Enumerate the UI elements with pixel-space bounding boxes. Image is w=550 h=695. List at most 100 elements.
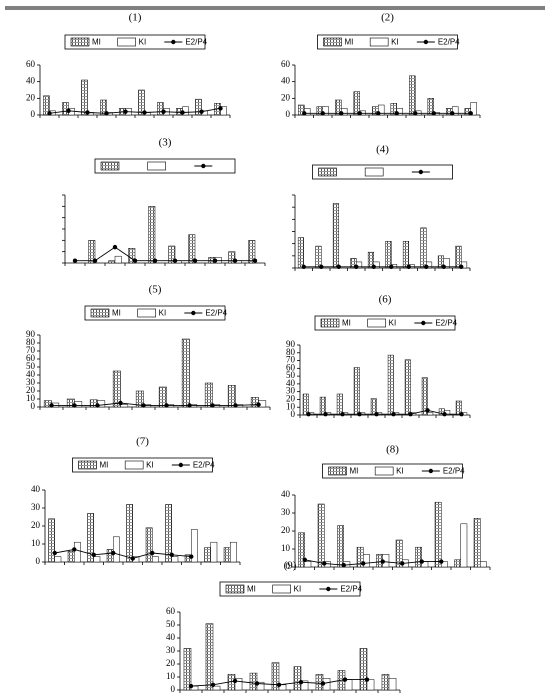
legend-swatch <box>272 584 291 594</box>
e2p4-point <box>357 412 362 417</box>
e2p4-point <box>123 109 128 114</box>
chart-title: (1) <box>129 12 142 24</box>
legend-label: MI <box>350 467 359 476</box>
bar <box>114 255 122 264</box>
e2p4-point <box>354 264 359 269</box>
e2p4-point <box>394 111 399 116</box>
e2p4-point <box>342 677 348 682</box>
bar <box>455 400 462 416</box>
e2p4-line <box>51 402 259 406</box>
bar <box>454 559 462 568</box>
y-tick-label: 90 <box>26 329 36 339</box>
e2p4-line <box>54 548 192 559</box>
bar <box>108 260 116 264</box>
y-tick-label: 60 <box>166 606 176 616</box>
y-tick-label: 0 <box>171 684 176 694</box>
e2p4-point <box>419 559 424 564</box>
bar <box>228 251 236 264</box>
legend-swatch <box>117 37 136 47</box>
e2p4-point <box>298 680 304 685</box>
y-tick-label: 60 <box>286 362 296 372</box>
bar <box>452 106 459 116</box>
e2p4-point <box>66 108 71 114</box>
y-tick-label: 60 <box>26 353 36 363</box>
e2p4-point <box>210 682 216 687</box>
e2p4-point <box>442 412 447 417</box>
y-tick-label: 0 <box>36 556 41 566</box>
y-tick-label: 20 <box>281 92 291 102</box>
y-tick-label: 50 <box>166 619 176 629</box>
e2p4-point <box>132 258 138 263</box>
bar <box>359 648 368 691</box>
e2p4-point <box>341 563 346 568</box>
bar <box>88 240 96 264</box>
bar <box>322 106 329 116</box>
bar <box>195 98 202 116</box>
y-tick-label: 40 <box>31 484 41 494</box>
y-tick-label: 0 <box>286 561 291 571</box>
e2p4-point <box>142 110 147 115</box>
y-tick-label: 20 <box>281 525 291 535</box>
chart-title: (7) <box>136 436 149 448</box>
y-tick-label: 10 <box>166 671 176 681</box>
y-tick-label: 30 <box>281 507 291 517</box>
bar <box>87 513 95 563</box>
bar <box>298 532 306 568</box>
e2p4-point <box>256 402 261 407</box>
y-tick-label: 30 <box>286 386 296 396</box>
e2p4-point <box>49 403 54 408</box>
y-tick-label: 50 <box>26 361 36 371</box>
bar <box>43 95 50 116</box>
e2p4-point <box>92 258 98 263</box>
e2p4-point <box>276 682 282 687</box>
e2p4-point <box>210 403 215 408</box>
bar <box>191 529 198 563</box>
chart-title: (8) <box>386 444 399 456</box>
bar <box>353 91 360 116</box>
y-tick-label: 60 <box>26 59 36 69</box>
e2p4-point <box>306 412 311 417</box>
e2p4-point <box>189 554 194 559</box>
e2p4-point <box>164 403 169 408</box>
legend-dot <box>421 320 426 326</box>
legend-swatch <box>369 37 389 47</box>
legend-swatch <box>367 318 386 328</box>
y-tick-label: 40 <box>281 489 291 499</box>
legend-label: KI <box>294 585 302 594</box>
e2p4-point <box>118 400 123 406</box>
e2p4-point <box>336 264 341 269</box>
e2p4-point <box>301 264 306 269</box>
y-tick-label: 40 <box>166 632 176 642</box>
bar <box>152 556 159 563</box>
y-tick-label: 20 <box>166 658 176 668</box>
legend-swatch <box>100 161 120 171</box>
legend-label: KI <box>391 38 399 47</box>
legend-swatch <box>374 466 394 476</box>
y-tick-label: 0 <box>31 109 36 119</box>
chart-title: (3) <box>159 137 172 149</box>
bar <box>62 102 69 116</box>
bar <box>315 245 322 269</box>
legend-label: MI <box>342 319 351 328</box>
y-tick-label: 70 <box>286 355 296 365</box>
bar <box>409 75 416 116</box>
bar <box>455 245 462 269</box>
e2p4-point <box>459 264 464 269</box>
e2p4-point <box>130 556 135 561</box>
y-tick-label: 0 <box>286 109 291 119</box>
e2p4-point <box>141 403 146 408</box>
chart-title: (5) <box>149 284 162 296</box>
bar <box>473 518 481 568</box>
bar <box>220 106 227 116</box>
legend-swatch <box>124 460 144 470</box>
bar <box>234 678 243 691</box>
legend-swatch <box>70 37 90 47</box>
legend-label: E2/P4 <box>185 38 207 47</box>
bar <box>317 503 325 568</box>
legend-swatch <box>137 308 156 318</box>
legend-swatch <box>364 167 384 177</box>
e2p4-line <box>49 107 221 114</box>
e2p4-point <box>431 111 436 116</box>
y-tick-label: 30 <box>31 502 41 512</box>
e2p4-point <box>459 412 464 417</box>
